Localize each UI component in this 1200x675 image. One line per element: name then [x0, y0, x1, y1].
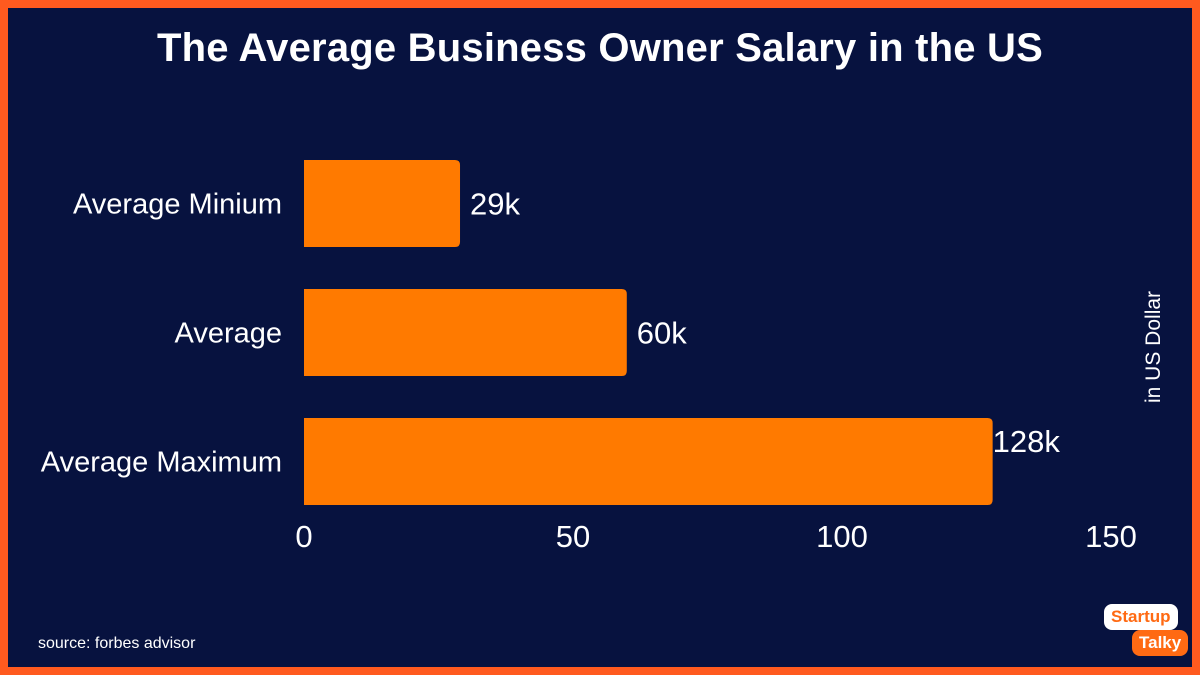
bar-average: [304, 289, 627, 376]
logo-text-startup: Startup: [1104, 604, 1178, 630]
bar-average-maximum: [304, 418, 993, 505]
chart-frame: The Average Business Owner Salary in the…: [8, 8, 1192, 667]
value-label: 29k: [470, 187, 520, 222]
value-label: 60k: [637, 316, 687, 351]
bar-average-minium: [304, 160, 461, 247]
category-label: Average Maximum: [41, 447, 282, 479]
category-label: Average: [175, 318, 283, 350]
unit-axis-label: in US Dollar: [1142, 290, 1165, 403]
x-tick-label: 100: [816, 519, 868, 554]
source-note: source: forbes advisor: [38, 635, 196, 652]
logo-text-talky: Talky: [1132, 630, 1189, 656]
category-label: Average Minium: [73, 189, 282, 221]
value-label: 128k: [993, 424, 1061, 459]
chart-title: The Average Business Owner Salary in the…: [157, 26, 1043, 70]
x-tick-label: 50: [556, 519, 590, 554]
x-tick-label: 0: [295, 519, 312, 554]
startup-talky-logo: Startup Talky: [1098, 600, 1189, 662]
bar-chart: Average Minium 29k Average 60k Average Maxim…: [41, 160, 1137, 554]
x-tick-label: 150: [1085, 519, 1137, 554]
